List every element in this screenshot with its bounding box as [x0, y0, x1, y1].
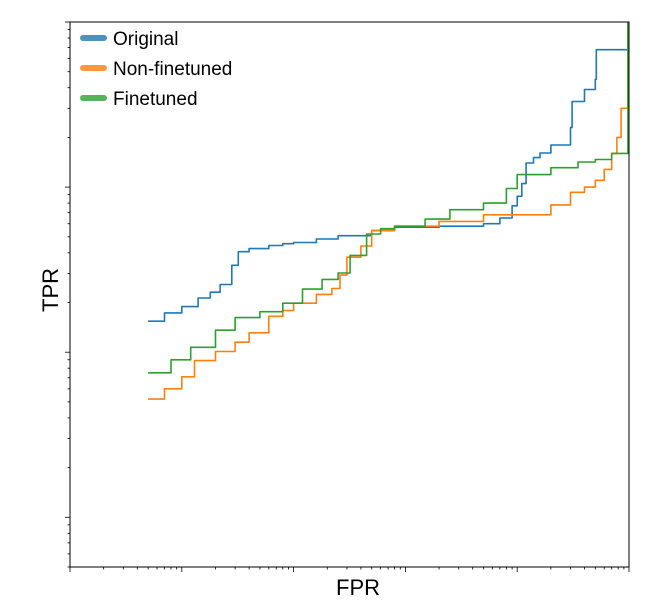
series-line-non-finetuned	[148, 22, 629, 400]
y-axis-label: TPR	[38, 268, 63, 312]
legend-label-finetuned: Finetuned	[113, 89, 198, 110]
series-lines-layer	[148, 22, 629, 400]
legend: Original Non-finetuned Finetuned	[80, 29, 232, 110]
legend-label-non-finetuned: Non-finetuned	[113, 59, 232, 80]
series-line-finetuned	[148, 22, 629, 374]
plot-frame	[69, 21, 630, 568]
legend-label-original: Original	[113, 29, 178, 50]
ticks-layer	[65, 21, 630, 572]
series-line-original	[148, 22, 629, 322]
x-axis-label: FPR	[336, 575, 380, 600]
